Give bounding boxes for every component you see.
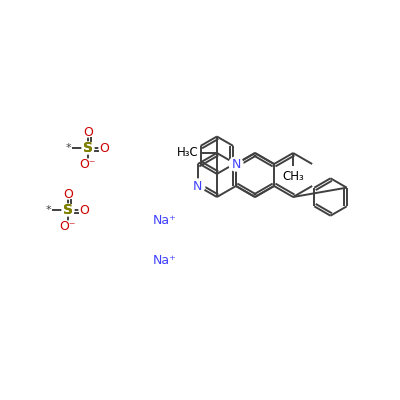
Text: H₃C: H₃C — [177, 146, 199, 160]
Text: N: N — [193, 180, 202, 192]
Text: O⁻: O⁻ — [80, 158, 96, 170]
Text: O: O — [79, 204, 89, 216]
Text: O: O — [83, 126, 93, 138]
Text: O: O — [99, 142, 109, 154]
Circle shape — [62, 204, 74, 216]
Circle shape — [191, 179, 205, 193]
Text: *: * — [65, 143, 71, 153]
Circle shape — [83, 127, 93, 137]
Circle shape — [79, 205, 89, 215]
Text: *: * — [45, 205, 51, 215]
Text: S: S — [63, 203, 73, 217]
Circle shape — [99, 143, 109, 153]
Text: Na⁺: Na⁺ — [153, 254, 177, 266]
Circle shape — [63, 221, 73, 231]
Circle shape — [82, 142, 94, 154]
Text: Na⁺: Na⁺ — [153, 214, 177, 226]
Text: S: S — [83, 141, 93, 155]
Circle shape — [63, 189, 73, 199]
Text: O⁻: O⁻ — [60, 220, 76, 232]
Text: O: O — [63, 188, 73, 200]
Circle shape — [83, 159, 93, 169]
Text: CH₃: CH₃ — [282, 170, 304, 183]
Text: S: S — [83, 141, 93, 155]
Text: S: S — [63, 203, 73, 217]
Text: N: N — [231, 158, 241, 170]
Circle shape — [229, 157, 243, 171]
